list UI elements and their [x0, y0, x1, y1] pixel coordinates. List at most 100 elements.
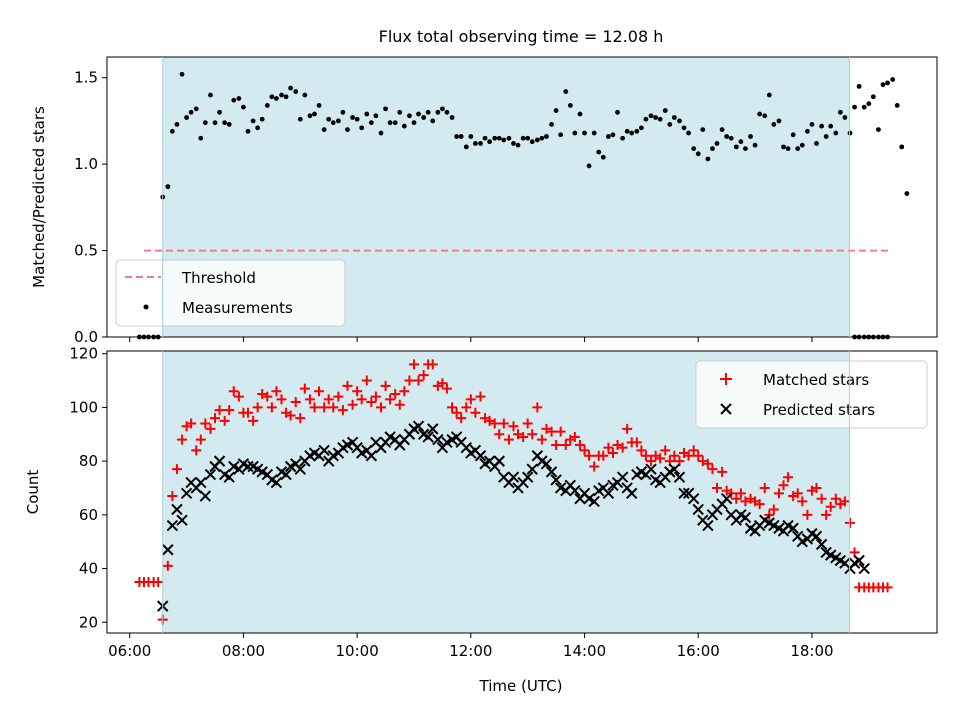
legend-matched-swatch [720, 373, 732, 385]
legend-predicted-label: Predicted stars [763, 401, 875, 419]
ratio-x-ticks [129, 337, 813, 342]
measurement-point [326, 116, 332, 122]
x-tick-label: 08:00 [222, 642, 265, 660]
x-axis-label: Time (UTC) [479, 677, 563, 695]
measurement-point [847, 130, 853, 136]
measurement-point [870, 94, 876, 100]
matched-star-point [418, 370, 429, 381]
matched-star-point [447, 402, 458, 413]
matched-star-point [797, 496, 808, 507]
measurement-point [710, 146, 715, 152]
matched-star-point [546, 426, 557, 437]
matched-star-point [191, 445, 202, 456]
matched-star-point [200, 418, 211, 429]
measurement-point [529, 139, 535, 145]
matched-star-point [205, 423, 216, 434]
x-tick-label: 10:00 [336, 642, 379, 660]
measurement-point [828, 123, 834, 129]
matched-star-point [783, 472, 794, 483]
legend-measurements-swatch [143, 304, 149, 310]
measurement-point [255, 125, 261, 131]
matched-star-point [328, 402, 339, 413]
measurement-point [392, 120, 398, 126]
measurement-point [757, 111, 763, 117]
measurement-point [748, 134, 753, 139]
matched-star-point [693, 450, 704, 461]
measurement-point [728, 135, 734, 141]
measurement-point [520, 135, 526, 141]
predicted-star-point [270, 476, 283, 489]
measurement-point [549, 122, 554, 127]
count-legend-box [695, 360, 928, 429]
measurement-point [563, 89, 569, 94]
measurement-point [837, 109, 843, 115]
matched-star-point [717, 466, 728, 477]
measurement-point [596, 149, 602, 155]
measurement-point [274, 96, 279, 101]
matched-star-point [555, 426, 566, 437]
matched-star-point [527, 429, 538, 440]
matched-star-point [352, 386, 363, 397]
predicted-star-point [739, 511, 752, 524]
matched-star-point [631, 437, 642, 448]
matched-star-point [707, 464, 718, 475]
predicted-star-point [645, 463, 657, 475]
measurement-point [321, 127, 327, 132]
matched-star-point [702, 458, 713, 469]
matched-star-point [390, 388, 401, 399]
measurement-point [719, 127, 725, 132]
measurement-point [421, 115, 427, 120]
measurement-point [558, 132, 564, 138]
predicted-star-point [668, 463, 681, 475]
x-tick-label: 12:00 [449, 642, 492, 660]
measurement-point [463, 144, 469, 150]
matched-star-point [299, 383, 310, 394]
measurement-point [354, 116, 360, 122]
matched-star-point [370, 391, 381, 402]
measurement-point [785, 146, 791, 152]
predicted-star-point [474, 450, 487, 462]
matched-star-point [380, 380, 391, 391]
measurement-point [430, 118, 436, 124]
measurement-point [401, 123, 407, 129]
measurement-point [411, 120, 417, 126]
predicted-star-point [412, 420, 425, 432]
matched-star-point [532, 402, 543, 413]
measurement-point [245, 128, 251, 134]
matched-star-point [498, 418, 509, 429]
predicted-star-point [195, 476, 207, 489]
matched-star-point [551, 440, 562, 450]
matched-star-point [219, 415, 230, 426]
measurement-point [435, 109, 441, 115]
ratio-panel-frame [106, 56, 938, 338]
matched-star-point [456, 413, 467, 424]
matched-star-point [541, 423, 552, 434]
measurement-point [695, 151, 701, 157]
count-legend: Matched stars Predicted stars [695, 360, 928, 429]
ratio-panel: 0.0 0.5 1.0 1.5 Matched/Predicted stars Thr… [30, 56, 938, 346]
measurement-point [169, 128, 175, 134]
matched-star-point [655, 453, 666, 464]
predicted-star-point [692, 503, 704, 516]
predicted-star-point [199, 490, 212, 502]
count-y-tick-label: 120 [69, 345, 98, 363]
measurement-point [795, 146, 801, 152]
measurement-point [648, 113, 654, 119]
measurement-point [833, 130, 839, 136]
matched-star-point [754, 499, 765, 510]
predicted-star-point [702, 519, 714, 532]
matched-star-point [304, 394, 315, 405]
matched-star-point [598, 450, 609, 461]
matched-star-point [617, 442, 628, 453]
measurement-point [241, 104, 246, 110]
matched-star-point [210, 413, 221, 424]
chart-title: Flux total observing time = 12.08 h [379, 27, 664, 46]
matched-star-point [508, 421, 519, 432]
measurement-point [724, 134, 730, 139]
measurement-point [577, 111, 583, 117]
matched-star-point [323, 394, 334, 405]
matched-star-point [536, 434, 547, 445]
measurement-point [458, 134, 464, 139]
matched-star-point [494, 429, 505, 440]
measurement-point [217, 109, 222, 115]
